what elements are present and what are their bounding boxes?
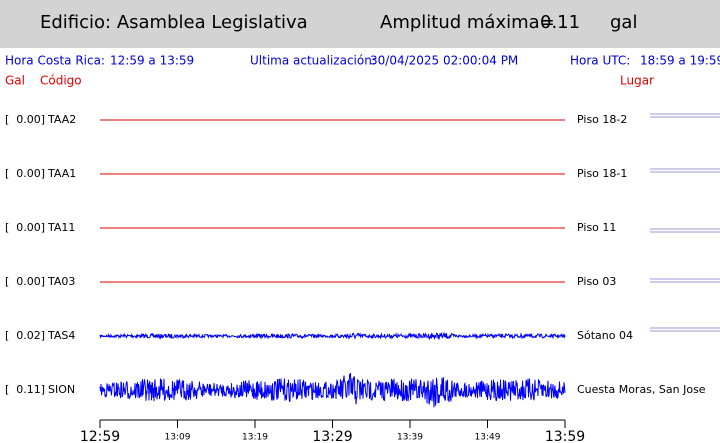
station-code: TAA2 [47, 113, 76, 126]
station-place: Sótano 04 [577, 329, 633, 342]
trace [99, 372, 566, 408]
station-place: Piso 03 [577, 275, 616, 288]
local-label: Hora Costa Rica: [5, 54, 105, 68]
station-gal: [ 0.00] [5, 167, 45, 180]
update-label: Ultima actualización: [250, 54, 376, 68]
station-place: Cuesta Moras, San Jose [577, 383, 706, 396]
building-title: Edificio: Asamblea Legislativa [40, 12, 308, 33]
side-markers [650, 113, 720, 332]
trace [99, 331, 566, 340]
station-gal: [ 0.00] [5, 113, 45, 126]
max-label: Amplitud máxima= [380, 12, 555, 33]
time-label: 13:59 [545, 429, 585, 443]
station-place: Piso 18-2 [577, 113, 627, 126]
station-place: Piso 18-1 [577, 167, 627, 180]
gal-column: Gal [5, 74, 25, 88]
max-unit: gal [610, 12, 637, 33]
time-label: 13:09 [165, 433, 191, 443]
code-column: Código [40, 74, 82, 88]
time-label: 12:59 [80, 429, 120, 443]
station-code: TAS4 [47, 329, 75, 342]
station-gal: [ 0.02] [5, 329, 45, 342]
station-code: TA11 [47, 221, 75, 234]
max-value: 0.11 [540, 12, 580, 33]
station-gal: [ 0.00] [5, 275, 45, 288]
utc-label: Hora UTC: [570, 54, 630, 68]
station-code: SION [48, 383, 75, 396]
utc-range: 18:59 a 19:59 [640, 54, 720, 68]
time-label: 13:49 [475, 433, 501, 443]
time-label: 13:29 [312, 429, 352, 443]
header-band [0, 0, 720, 48]
place-column: Lugar [620, 74, 654, 88]
station-code: TA03 [47, 275, 75, 288]
station-code: TAA1 [47, 167, 76, 180]
station-gal: [ 0.00] [5, 221, 45, 234]
station-gal: [ 0.11] [5, 383, 45, 396]
time-label: 13:39 [397, 433, 423, 443]
station-place: Piso 11 [577, 221, 616, 234]
local-range: 12:59 a 13:59 [110, 54, 194, 68]
time-label: 13:19 [242, 433, 268, 443]
update-value: 30/04/2025 02:00:04 PM [370, 54, 518, 68]
